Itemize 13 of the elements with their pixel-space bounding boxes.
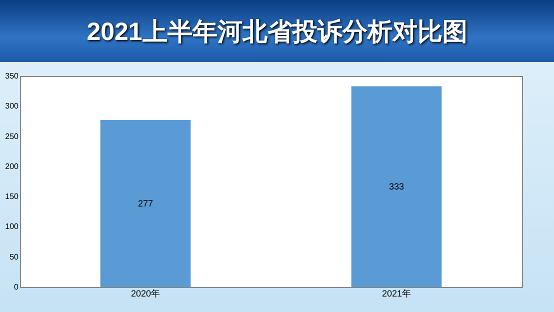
y-tick-label: 150 xyxy=(5,192,20,202)
y-tick-label: 100 xyxy=(5,222,20,232)
y-tick-label: 350 xyxy=(5,72,20,80)
y-tick-label: 300 xyxy=(5,102,20,111)
y-tick-label: 0 xyxy=(14,282,20,292)
data-label: 277 xyxy=(138,198,154,209)
x-tick-label: 2020年 xyxy=(130,288,160,298)
y-tick-label: 250 xyxy=(5,132,20,141)
chart-title: 2021上半年河北省投诉分析对比图 xyxy=(0,0,554,62)
data-label: 333 xyxy=(388,182,404,192)
y-tick-label: 50 xyxy=(10,252,20,262)
x-tick-label: 2021年 xyxy=(382,288,412,298)
y-tick-label: 200 xyxy=(5,162,20,171)
